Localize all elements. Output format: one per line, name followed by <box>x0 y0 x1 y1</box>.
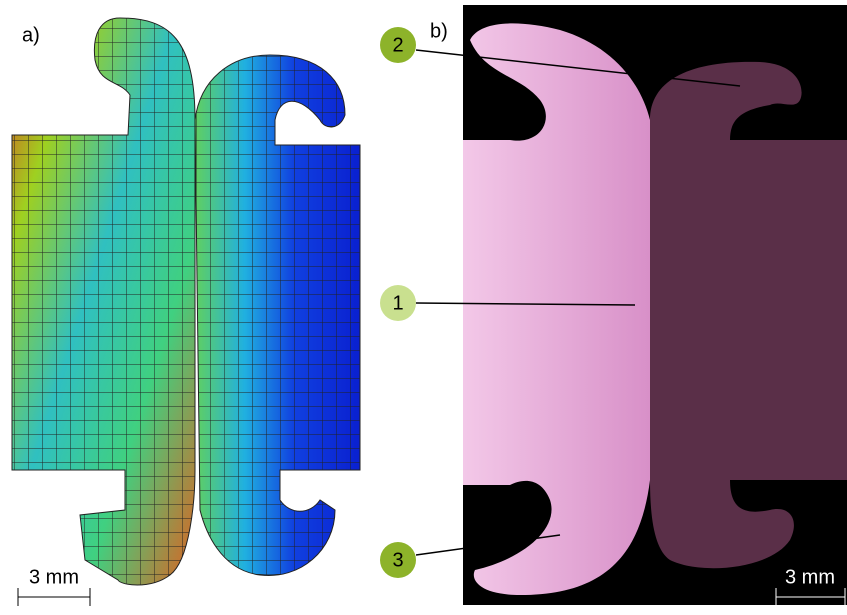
figure: a) 3 mm b) 1 2 3 3 mm <box>0 0 847 610</box>
page: a) 3 mm b) 1 2 3 3 mm (() => { const dat… <box>0 0 847 610</box>
marker-label: 3 <box>392 549 403 571</box>
marker-label: 2 <box>392 34 403 56</box>
mesh <box>195 55 360 576</box>
scale-bar-label: 3 mm <box>29 566 79 588</box>
panel-label: b) <box>430 20 448 42</box>
mesh <box>12 18 195 585</box>
scale-bar-label: 3 mm <box>785 566 835 588</box>
panel-label: a) <box>22 24 40 46</box>
marker-label: 1 <box>392 292 403 314</box>
micrograph-panel: b) 1 2 3 3 mm <box>380 5 847 606</box>
fem-panel: a) 3 mm <box>12 18 360 606</box>
